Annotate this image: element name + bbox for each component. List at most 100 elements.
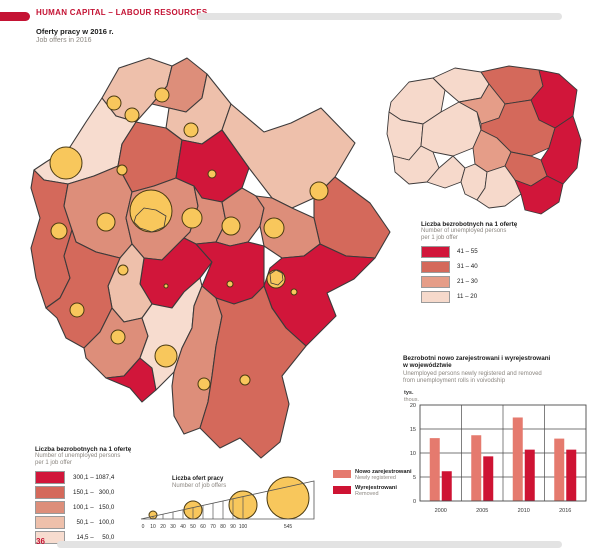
job-offers-circle: [266, 269, 286, 289]
job-offers-circle: [117, 264, 129, 276]
poland-legend-title-pl: Liczba bezrobotnych na 1 ofertę: [421, 221, 518, 228]
powiat-se: [199, 285, 307, 459]
legend-class-label: 14,5 – 50,0: [73, 533, 115, 541]
bar-removed: [441, 471, 452, 501]
legend-class-row: 31 – 40: [421, 260, 571, 273]
chart-legend-label-pl: Wyrejestrowani: [355, 485, 397, 492]
bar-newly-registered: [429, 438, 440, 501]
legend-class-row: 100,1 – 150,0: [35, 500, 165, 514]
map-legend: Liczba bezrobotnych na 1 ofertę Number o…: [35, 446, 165, 546]
chart-title-en-line1: Unemployed persons newly registered and …: [403, 371, 542, 377]
chart-legend-label-en: Removed: [355, 491, 379, 498]
chart-y-tick-label: 15: [410, 427, 416, 433]
chart-frame: [419, 404, 587, 502]
chart-legend: Nowo zarejestrowani Newly registered Wyrej…: [333, 469, 412, 501]
job-offers-circle: [154, 344, 178, 368]
job-offers-circle: [116, 164, 128, 176]
legend-swatch: [421, 275, 450, 288]
chart-legend-label-pl: Nowo zarejestrowani: [355, 469, 412, 475]
job-offers-circle: [197, 377, 211, 391]
city-boundary-outline: [133, 207, 167, 233]
chart-unit-en: thous.: [404, 397, 419, 403]
voivodship-podkarpackie: [514, 175, 564, 215]
chart-title-en: Unemployed persons newly registered and …: [403, 371, 595, 385]
map-legend-title-en1: Number of unemployed persons: [35, 453, 121, 459]
bar-removed: [524, 449, 535, 501]
chart-legend-swatch: [333, 486, 351, 495]
job-offers-circle: [124, 107, 140, 123]
scale-tick-label: 545: [284, 524, 293, 530]
chart-legend-row: Wyrejestrowani Removed: [333, 485, 412, 497]
scale-tick-label: 80: [220, 524, 226, 530]
chart-svg: 2000 2005 2010 2016 0 5 10 15 20 tys.thous.: [404, 390, 587, 514]
page-number: 36: [36, 537, 45, 546]
scale-tick-label: 30: [170, 524, 176, 530]
legend-class-row: 150,1 – 300,0: [35, 485, 165, 499]
footer-rule: [57, 541, 562, 548]
scale-tick-label: 0: [142, 524, 145, 530]
header-title: HUMAN CAPITAL – LABOUR RESOURCES: [36, 8, 208, 17]
chart-title-en-line2: from unemployment rolls in voivodship: [403, 377, 506, 384]
poland-legend-title-en2: per 1 job offer: [421, 234, 458, 241]
legend-class-row: 41 – 55: [421, 245, 571, 258]
legend-class-label: 300,1 – 1087,4: [73, 473, 115, 481]
legend-class-label: 31 – 40: [457, 263, 478, 271]
chart-legend-labels: Nowo zarejestrowani Newly registered: [355, 469, 412, 481]
scale-tick-label: 100: [239, 524, 248, 530]
legend-swatch: [35, 500, 65, 514]
legend-class-label: 50,1 – 100,0: [73, 518, 115, 526]
legend-swatch: [35, 530, 65, 544]
chart-legend-swatch: [333, 470, 351, 478]
city-boundary-outline: [269, 269, 284, 286]
job-offers-circle: [50, 222, 68, 240]
map-legend-title-en2: per 1 job offer: [35, 459, 72, 466]
job-offers-circle: [207, 169, 217, 179]
job-offers-circle: [226, 280, 234, 288]
legend-class-label: 100,1 – 150,0: [73, 503, 115, 511]
legend-swatch: [421, 245, 450, 258]
chart-x-label: 2016: [559, 508, 571, 514]
scale-tick-label: 40: [180, 524, 186, 530]
job-offers-circle: [49, 146, 83, 180]
poland-legend: Liczba bezrobotnych na 1 ofertę Number o…: [421, 221, 571, 306]
scale-cone: [140, 480, 315, 520]
bar-newly-registered: [554, 438, 565, 501]
job-offers-circle: [309, 181, 329, 201]
legend-swatch: [35, 515, 65, 529]
bar-newly-registered: [471, 435, 482, 501]
scale-tick-label: 60: [200, 524, 206, 530]
poland-legend-classes: 41 – 55 31 – 40 21 – 30 11 – 20: [421, 245, 571, 303]
circle-legend-svg: 0 10 20 30 40 50 60 70 80 90 100 545 Liczba ofert pr…: [140, 476, 315, 530]
circle-legend-title-en: Number of job offers: [172, 483, 226, 489]
chart-title-pl-line1: Bezrobotni nowo zarejestrowani i wyrejes…: [403, 355, 551, 362]
chart-y-tick-label: 10: [410, 451, 416, 457]
legend-class-row: 14,5 – 50,0: [35, 530, 165, 544]
powiat-sw-edge: [45, 229, 121, 349]
legend-swatch: [421, 260, 450, 273]
scale-tick-label: 70: [210, 524, 216, 530]
header-accent-pill: [0, 12, 30, 21]
header-rule: [197, 13, 562, 20]
chart-legend-row: Nowo zarejestrowani Newly registered: [333, 469, 412, 481]
job-offers-circle: [129, 189, 173, 233]
legend-class-row: 50,1 – 100,0: [35, 515, 165, 529]
chart-x-label: 2000: [435, 508, 447, 514]
page-title-pl: Oferty pracy w 2016 r.: [36, 27, 114, 36]
chart-x-label: 2010: [518, 508, 530, 514]
voivodship-mazowieckie: [480, 99, 556, 157]
poland-map-svg: [386, 65, 582, 215]
job-offers-circle: [110, 329, 126, 345]
bar-removed: [566, 449, 577, 501]
job-offers-circle: [163, 283, 169, 289]
job-offers-circle: [263, 217, 285, 239]
job-offers-circle: [106, 95, 122, 111]
legend-class-row: 300,1 – 1087,4: [35, 470, 165, 484]
chart-x-label: 2005: [476, 508, 488, 514]
legend-class-row: 21 – 30: [421, 275, 571, 288]
poland-legend-title-en1: Number of unemployed persons: [421, 228, 507, 234]
chart-title-pl: Bezrobotni nowo zarejestrowani i wyrejes…: [403, 355, 593, 369]
chart-y-tick-label: 5: [413, 475, 416, 481]
job-offers-circle: [290, 288, 298, 296]
job-offers-circle: [69, 302, 85, 318]
